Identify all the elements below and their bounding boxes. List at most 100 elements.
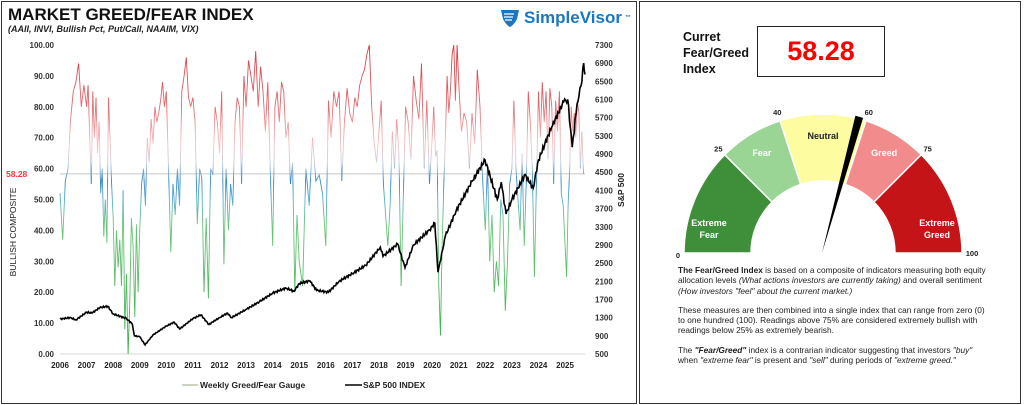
logo-tm: ™ xyxy=(624,15,631,21)
desc-text: is present and xyxy=(752,355,810,366)
gauge-segment-label: Fear xyxy=(752,148,772,158)
right-axis-tick: 500 xyxy=(595,350,609,359)
right-axis-tick: 7300 xyxy=(595,41,613,50)
current-label-line: Index xyxy=(683,62,716,76)
desc-text: when xyxy=(678,355,701,366)
right-axis-tick: 6900 xyxy=(595,59,613,68)
current-value-marker-label: 58.28 xyxy=(6,169,28,179)
shield-icon xyxy=(501,10,519,27)
right-axis-tick: 900 xyxy=(595,332,609,341)
desc-text: The xyxy=(678,344,695,355)
right-axis-tick: 4900 xyxy=(595,150,613,159)
right-axis-tick: 6500 xyxy=(595,77,613,86)
desc-text: and overall sentiment xyxy=(900,275,982,286)
logo-text: SimpleVisor xyxy=(524,8,622,27)
gauge-needle xyxy=(822,115,864,253)
x-axis-tick: 2008 xyxy=(104,361,122,370)
x-axis-tick: 2006 xyxy=(51,361,69,370)
left-axis-tick: 50.00 xyxy=(34,196,55,205)
legend: Weekly Greed/Fear Gauge S&P 500 INDEX xyxy=(182,380,426,390)
legend-sp500-label: S&P 500 INDEX xyxy=(363,380,426,390)
chart-panel: MARKET GREED/FEAR INDEX (AAII, INVI, Bul… xyxy=(1,1,637,404)
sp500-series-line xyxy=(59,63,586,347)
x-axis-tick: 2007 xyxy=(78,361,96,370)
x-axis-tick: 2009 xyxy=(131,361,149,370)
current-label-line: Fear/Greed xyxy=(683,46,750,60)
x-axis-tick: 2025 xyxy=(556,361,574,370)
x-axis-tick: 2024 xyxy=(530,361,548,370)
x-axis-tick: 2020 xyxy=(423,361,441,370)
x-axis-tick: 2021 xyxy=(450,361,468,370)
left-axis-tick: 20.00 xyxy=(34,288,55,297)
right-axis-tick: 3300 xyxy=(595,223,613,232)
left-axis-tick: 30.00 xyxy=(34,257,55,266)
gauge-tick-label: 25 xyxy=(714,144,722,153)
gauge-segment-label: Extreme xyxy=(919,218,955,228)
right-axis-title: S&P 500 xyxy=(616,173,626,207)
gauge-segment-extreme-greed xyxy=(872,153,963,254)
desc-italic: "buy" xyxy=(952,344,973,355)
x-axis-tick: 2018 xyxy=(370,361,388,370)
gauge-segment-label: Extreme xyxy=(691,218,727,228)
chart-title: MARKET GREED/FEAR INDEX xyxy=(8,5,254,24)
desc-italic: "extreme greed." xyxy=(894,355,956,366)
x-axis-tick: 2011 xyxy=(184,361,202,370)
description-paragraph: The "Fear/Greed" index is a contrarian i… xyxy=(678,345,988,366)
right-axis-tick: 4100 xyxy=(595,186,613,195)
current-index-value: 58.28 xyxy=(757,26,885,77)
desc-italic: (What actions investors are currently ta… xyxy=(738,275,901,286)
left-axis-tick: 100.00 xyxy=(30,41,55,50)
right-axis-tick: 6100 xyxy=(595,96,613,105)
desc-text: during periods of xyxy=(827,355,895,366)
right-axis-tick: 2100 xyxy=(595,277,613,286)
gauge-segment-label: Greed xyxy=(924,230,950,240)
greed-fear-chart: 100.00 90.00 80.00 70.00 60.00 50.00 40.00 30.0… xyxy=(6,41,626,390)
x-axis-tick: 2014 xyxy=(264,361,282,370)
greed-fear-series-line xyxy=(59,44,584,355)
simplevisor-logo: SimpleVisor ™ xyxy=(499,8,631,28)
gauge-segment-label: Greed xyxy=(871,148,897,158)
current-label-line: Curret xyxy=(683,30,721,44)
gauge-tick-label: 60 xyxy=(865,108,873,117)
gauge-tick-label: 75 xyxy=(923,144,931,153)
left-axis-tick: 10.00 xyxy=(34,319,55,328)
description-paragraph: The Fear/Greed Index is based on a compo… xyxy=(678,265,988,296)
current-index-label: Curret Fear/Greed Index xyxy=(683,29,749,77)
left-axis-tick: 70.00 xyxy=(34,134,55,143)
right-axis-tick: 1700 xyxy=(595,295,613,304)
fear-greed-gauge: Extreme Fear Fear Neutral Greed Extreme Greed 0… xyxy=(676,108,979,260)
gauge-segment-label: Neutral xyxy=(807,131,838,141)
legend-greed-label: Weekly Greed/Fear Gauge xyxy=(200,380,305,390)
x-axis-tick: 2012 xyxy=(211,361,229,370)
desc-italic: "sell" xyxy=(809,355,828,366)
right-axis-tick: 2900 xyxy=(595,241,613,250)
desc-bold: "Fear/Greed" xyxy=(694,344,747,355)
left-axis-tick: 60.00 xyxy=(34,165,55,174)
description-paragraph: These measures are then combined into a … xyxy=(678,304,985,336)
right-axis-tick: 5300 xyxy=(595,132,613,141)
right-axis-tick: 5700 xyxy=(595,114,613,123)
desc-text: is based on a composite of indicators me… xyxy=(678,265,986,286)
description: The Fear/Greed Index is based on a compo… xyxy=(678,265,988,374)
x-axis-tick: 2013 xyxy=(237,361,255,370)
x-axis-tick: 2017 xyxy=(344,361,362,370)
left-axis-tick: 0.00 xyxy=(38,350,54,359)
left-axis-tick: 40.00 xyxy=(34,226,55,235)
desc-italic: (How investors "feel" about the current … xyxy=(678,285,853,296)
x-axis-tick: 2016 xyxy=(317,361,335,370)
x-axis-tick: 2023 xyxy=(503,361,521,370)
right-axis-tick: 3700 xyxy=(595,205,613,214)
left-axis-tick: 80.00 xyxy=(34,103,55,112)
desc-bold: The Fear/Greed Index xyxy=(678,265,763,275)
left-axis-title: BULLISH COMPOSITE xyxy=(8,187,18,276)
right-axis-tick: 2500 xyxy=(595,259,613,268)
gauge-tick-label: 0 xyxy=(676,251,680,260)
gauge-tick-label: 100 xyxy=(966,249,979,258)
right-axis-tick: 4500 xyxy=(595,168,613,177)
desc-italic: "extreme fear" xyxy=(700,355,753,366)
x-axis-tick: 2015 xyxy=(290,361,308,370)
chart-subtitle: (AAII, INVI, Bullish Pct, Put/Call, NAAI… xyxy=(8,24,199,34)
right-axis-tick: 1300 xyxy=(595,314,613,323)
x-axis-tick: 2010 xyxy=(157,361,175,370)
gauge-panel: Curret Fear/Greed Index 58.28 Extreme Fea… xyxy=(639,1,1021,404)
